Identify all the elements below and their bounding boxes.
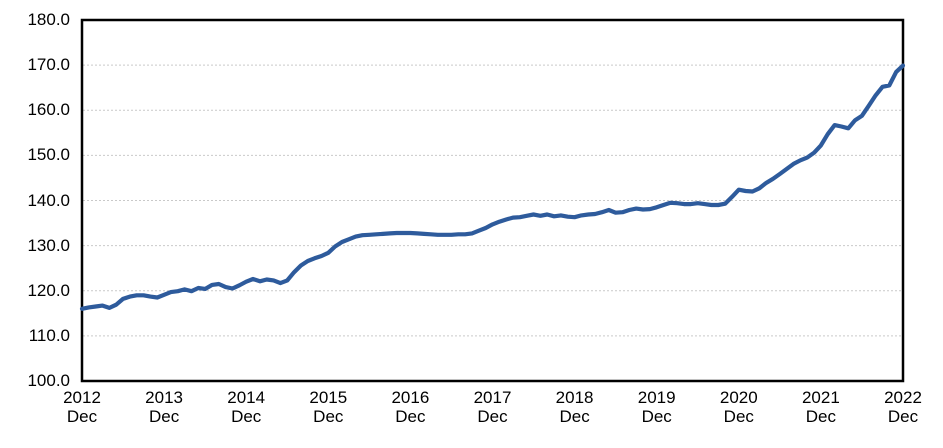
y-axis-label: 160.0 [27, 100, 70, 120]
y-axis-label: 130.0 [27, 235, 70, 255]
x-axis-label: 2017 Dec [473, 388, 512, 426]
x-axis-label: 2021 Dec [801, 388, 840, 426]
y-axis-label: 100.0 [27, 371, 70, 390]
x-axis-label: 2018 Dec [555, 388, 594, 426]
plot-border [80, 18, 905, 383]
y-axis-label: 110.0 [28, 325, 70, 345]
x-axis-label: 2019 Dec [637, 388, 676, 426]
x-axis-label: 2015 Dec [309, 388, 348, 426]
x-axis-label: 2013 Dec [145, 388, 183, 426]
y-axis-label: 120.0 [27, 280, 70, 300]
x-axis-label: 2012 Dec [63, 388, 101, 426]
data-line [79, 63, 906, 311]
y-axis-label: 150.0 [27, 145, 70, 165]
y-axis-label: 140.0 [27, 190, 70, 210]
y-axis-label: 180.0 [27, 10, 70, 29]
x-axis-label: 2014 Dec [227, 388, 266, 426]
x-axis-label: 2016 Dec [391, 388, 430, 426]
x-axis-label: 2022 Dec [884, 388, 922, 426]
x-axis-label: 2020 Dec [719, 388, 758, 426]
y-axis-label: 170.0 [27, 55, 70, 75]
